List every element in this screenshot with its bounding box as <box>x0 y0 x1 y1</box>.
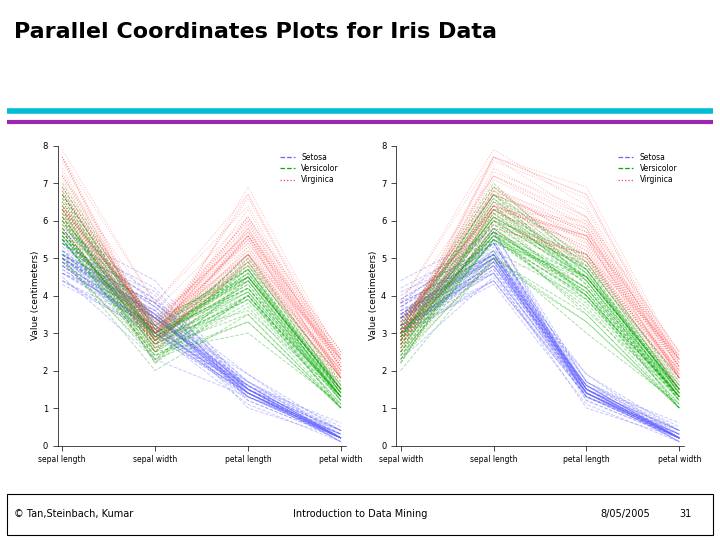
Text: Introduction to Data Mining: Introduction to Data Mining <box>293 509 427 519</box>
Y-axis label: Value (centimeters): Value (centimeters) <box>369 251 378 340</box>
Text: Parallel Coordinates Plots for Iris Data: Parallel Coordinates Plots for Iris Data <box>14 22 498 42</box>
Text: © Tan,Steinbach, Kumar: © Tan,Steinbach, Kumar <box>14 509 133 519</box>
Legend: Setosa, Versicolor, Virginica: Setosa, Versicolor, Virginica <box>615 150 680 187</box>
Text: 8/05/2005: 8/05/2005 <box>600 509 649 519</box>
Legend: Setosa, Versicolor, Virginica: Setosa, Versicolor, Virginica <box>276 150 342 187</box>
Y-axis label: Value (centimeters): Value (centimeters) <box>31 251 40 340</box>
Text: 31: 31 <box>680 509 692 519</box>
